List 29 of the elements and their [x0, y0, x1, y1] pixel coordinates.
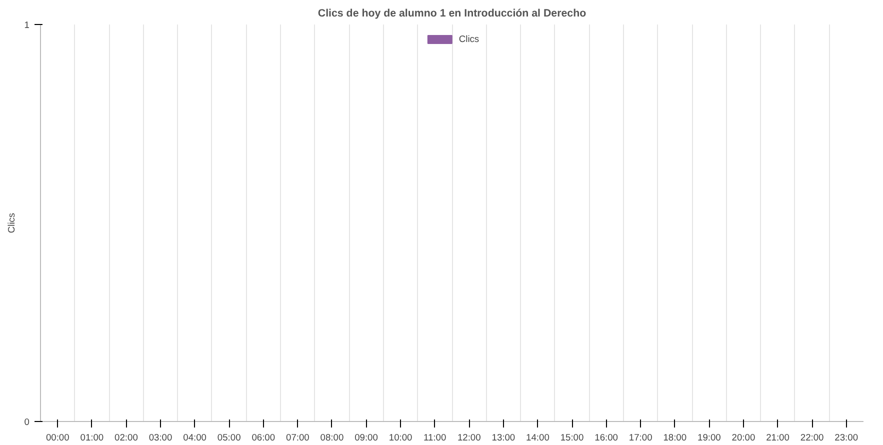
x-tick-label: 18:00 [663, 432, 687, 442]
chart-title: Clics de hoy de alumno 1 en Introducción al Derecho [318, 8, 587, 20]
x-tick-label: 07:00 [286, 432, 310, 442]
x-tick-label: 21:00 [766, 432, 790, 442]
x-tick-label: 09:00 [354, 432, 378, 442]
x-tick-label: 05:00 [217, 432, 241, 442]
x-tick-label: 02:00 [114, 432, 138, 442]
x-tick-label: 14:00 [526, 432, 550, 442]
legend-label: Clics [458, 34, 480, 44]
x-tick-label: 13:00 [492, 432, 516, 442]
x-tick-label: 16:00 [594, 432, 618, 442]
y-tick-label: 1 [24, 20, 30, 30]
x-tick-label: 12:00 [457, 432, 481, 442]
x-tick-label: 23:00 [834, 432, 858, 442]
x-tick-label: 10:00 [388, 432, 412, 442]
x-tick-label: 20:00 [732, 432, 756, 442]
x-tick-label: 06:00 [252, 432, 276, 442]
x-tick-label: 08:00 [320, 432, 344, 442]
x-tick-label: 22:00 [800, 432, 824, 442]
y-tick-label: 0 [24, 417, 30, 427]
x-tick-label: 15:00 [560, 432, 584, 442]
x-tick-label: 04:00 [183, 432, 206, 442]
x-tick-label: 19:00 [698, 432, 721, 442]
x-tick-label: 11:00 [424, 432, 446, 442]
x-tick-label: 00:00 [46, 432, 70, 442]
x-tick-label: 01:00 [80, 432, 104, 442]
y-axis-title: Clics [6, 212, 16, 234]
x-tick-label: 17:00 [628, 432, 652, 442]
x-tick-label: 03:00 [148, 432, 172, 442]
